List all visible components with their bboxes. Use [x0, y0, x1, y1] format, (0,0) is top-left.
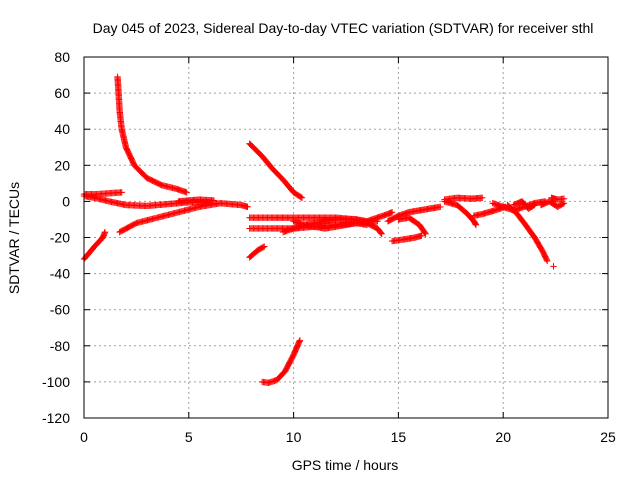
series-arc-09: [258, 337, 304, 387]
tick-labels: 0 5 10 15 20 25 -120 -100 -80 -60 -40 -20 0 20 40 60 80: [42, 49, 616, 445]
data-point: [296, 337, 304, 344]
y-tick-label: 80: [54, 49, 70, 65]
grid-lines: [84, 57, 608, 418]
data-point: [418, 232, 425, 239]
series-arc-19: [470, 203, 509, 220]
series-arc-15: [395, 214, 429, 238]
x-tick-label: 0: [80, 429, 88, 445]
series-arc-21: [504, 201, 551, 265]
data-point: [472, 220, 479, 228]
data-point: [297, 193, 305, 201]
series-arc-22: [510, 198, 538, 212]
series-arc-13: [290, 218, 371, 232]
y-tick-label: -60: [50, 302, 70, 318]
data-point: [118, 189, 125, 196]
data-point: [530, 202, 537, 209]
series-arc-01: [80, 228, 109, 263]
data-point: [479, 194, 486, 201]
series-arc-14: [384, 203, 444, 225]
data-point: [378, 230, 385, 238]
data-point: [388, 209, 396, 216]
data-points: [80, 73, 568, 387]
y-axis-label: SDTVAR / TECUs: [6, 182, 22, 294]
y-tick-label: -120: [42, 410, 70, 426]
series-arc-03: [114, 73, 190, 196]
data-point: [421, 229, 429, 237]
x-tick-label: 20: [495, 429, 511, 445]
series-arc-05: [116, 200, 251, 236]
data-point: [298, 194, 306, 201]
data-point: [560, 195, 568, 202]
series-arc-18: [441, 194, 486, 203]
data-point: [260, 243, 267, 251]
chart-title: Day 045 of 2023, Sidereal Day-to-day VTE…: [93, 20, 594, 36]
data-point: [363, 221, 371, 229]
y-tick-label: 40: [54, 121, 70, 137]
x-tick-label: 5: [185, 429, 193, 445]
y-tick-label: -20: [50, 230, 70, 246]
series-arc-07: [246, 140, 306, 201]
x-tick-label: 10: [286, 429, 302, 445]
plot-frame: [83, 56, 609, 419]
data-point: [437, 203, 444, 211]
data-point: [422, 230, 429, 238]
data-point: [550, 263, 557, 270]
data-point: [101, 228, 109, 236]
data-point: [244, 203, 251, 211]
y-tick-label: -40: [50, 266, 70, 282]
y-tick-label: -80: [50, 338, 70, 354]
data-point: [544, 257, 551, 265]
y-tick-label: 20: [54, 157, 70, 173]
series-arc-25: [548, 194, 568, 203]
data-point: [543, 256, 550, 264]
data-point: [183, 189, 190, 196]
x-axis-label: GPS time / hours: [292, 457, 399, 473]
data-point: [210, 197, 218, 204]
series-arc-06: [175, 196, 218, 205]
data-point: [472, 221, 480, 229]
data-point: [531, 201, 538, 209]
y-tick-label: 0: [62, 193, 70, 209]
y-tick-label: 60: [54, 85, 70, 101]
series-arc-08: [246, 243, 268, 261]
data-point: [261, 243, 268, 250]
series-arc-24: [537, 198, 568, 211]
x-tick-label: 25: [600, 429, 616, 445]
data-point: [377, 229, 385, 237]
x-tick-label: 15: [391, 429, 407, 445]
series-arc-16: [388, 232, 425, 245]
data-point: [374, 218, 381, 225]
series-arc-23: [550, 263, 557, 270]
y-tick-label: -100: [42, 374, 70, 390]
